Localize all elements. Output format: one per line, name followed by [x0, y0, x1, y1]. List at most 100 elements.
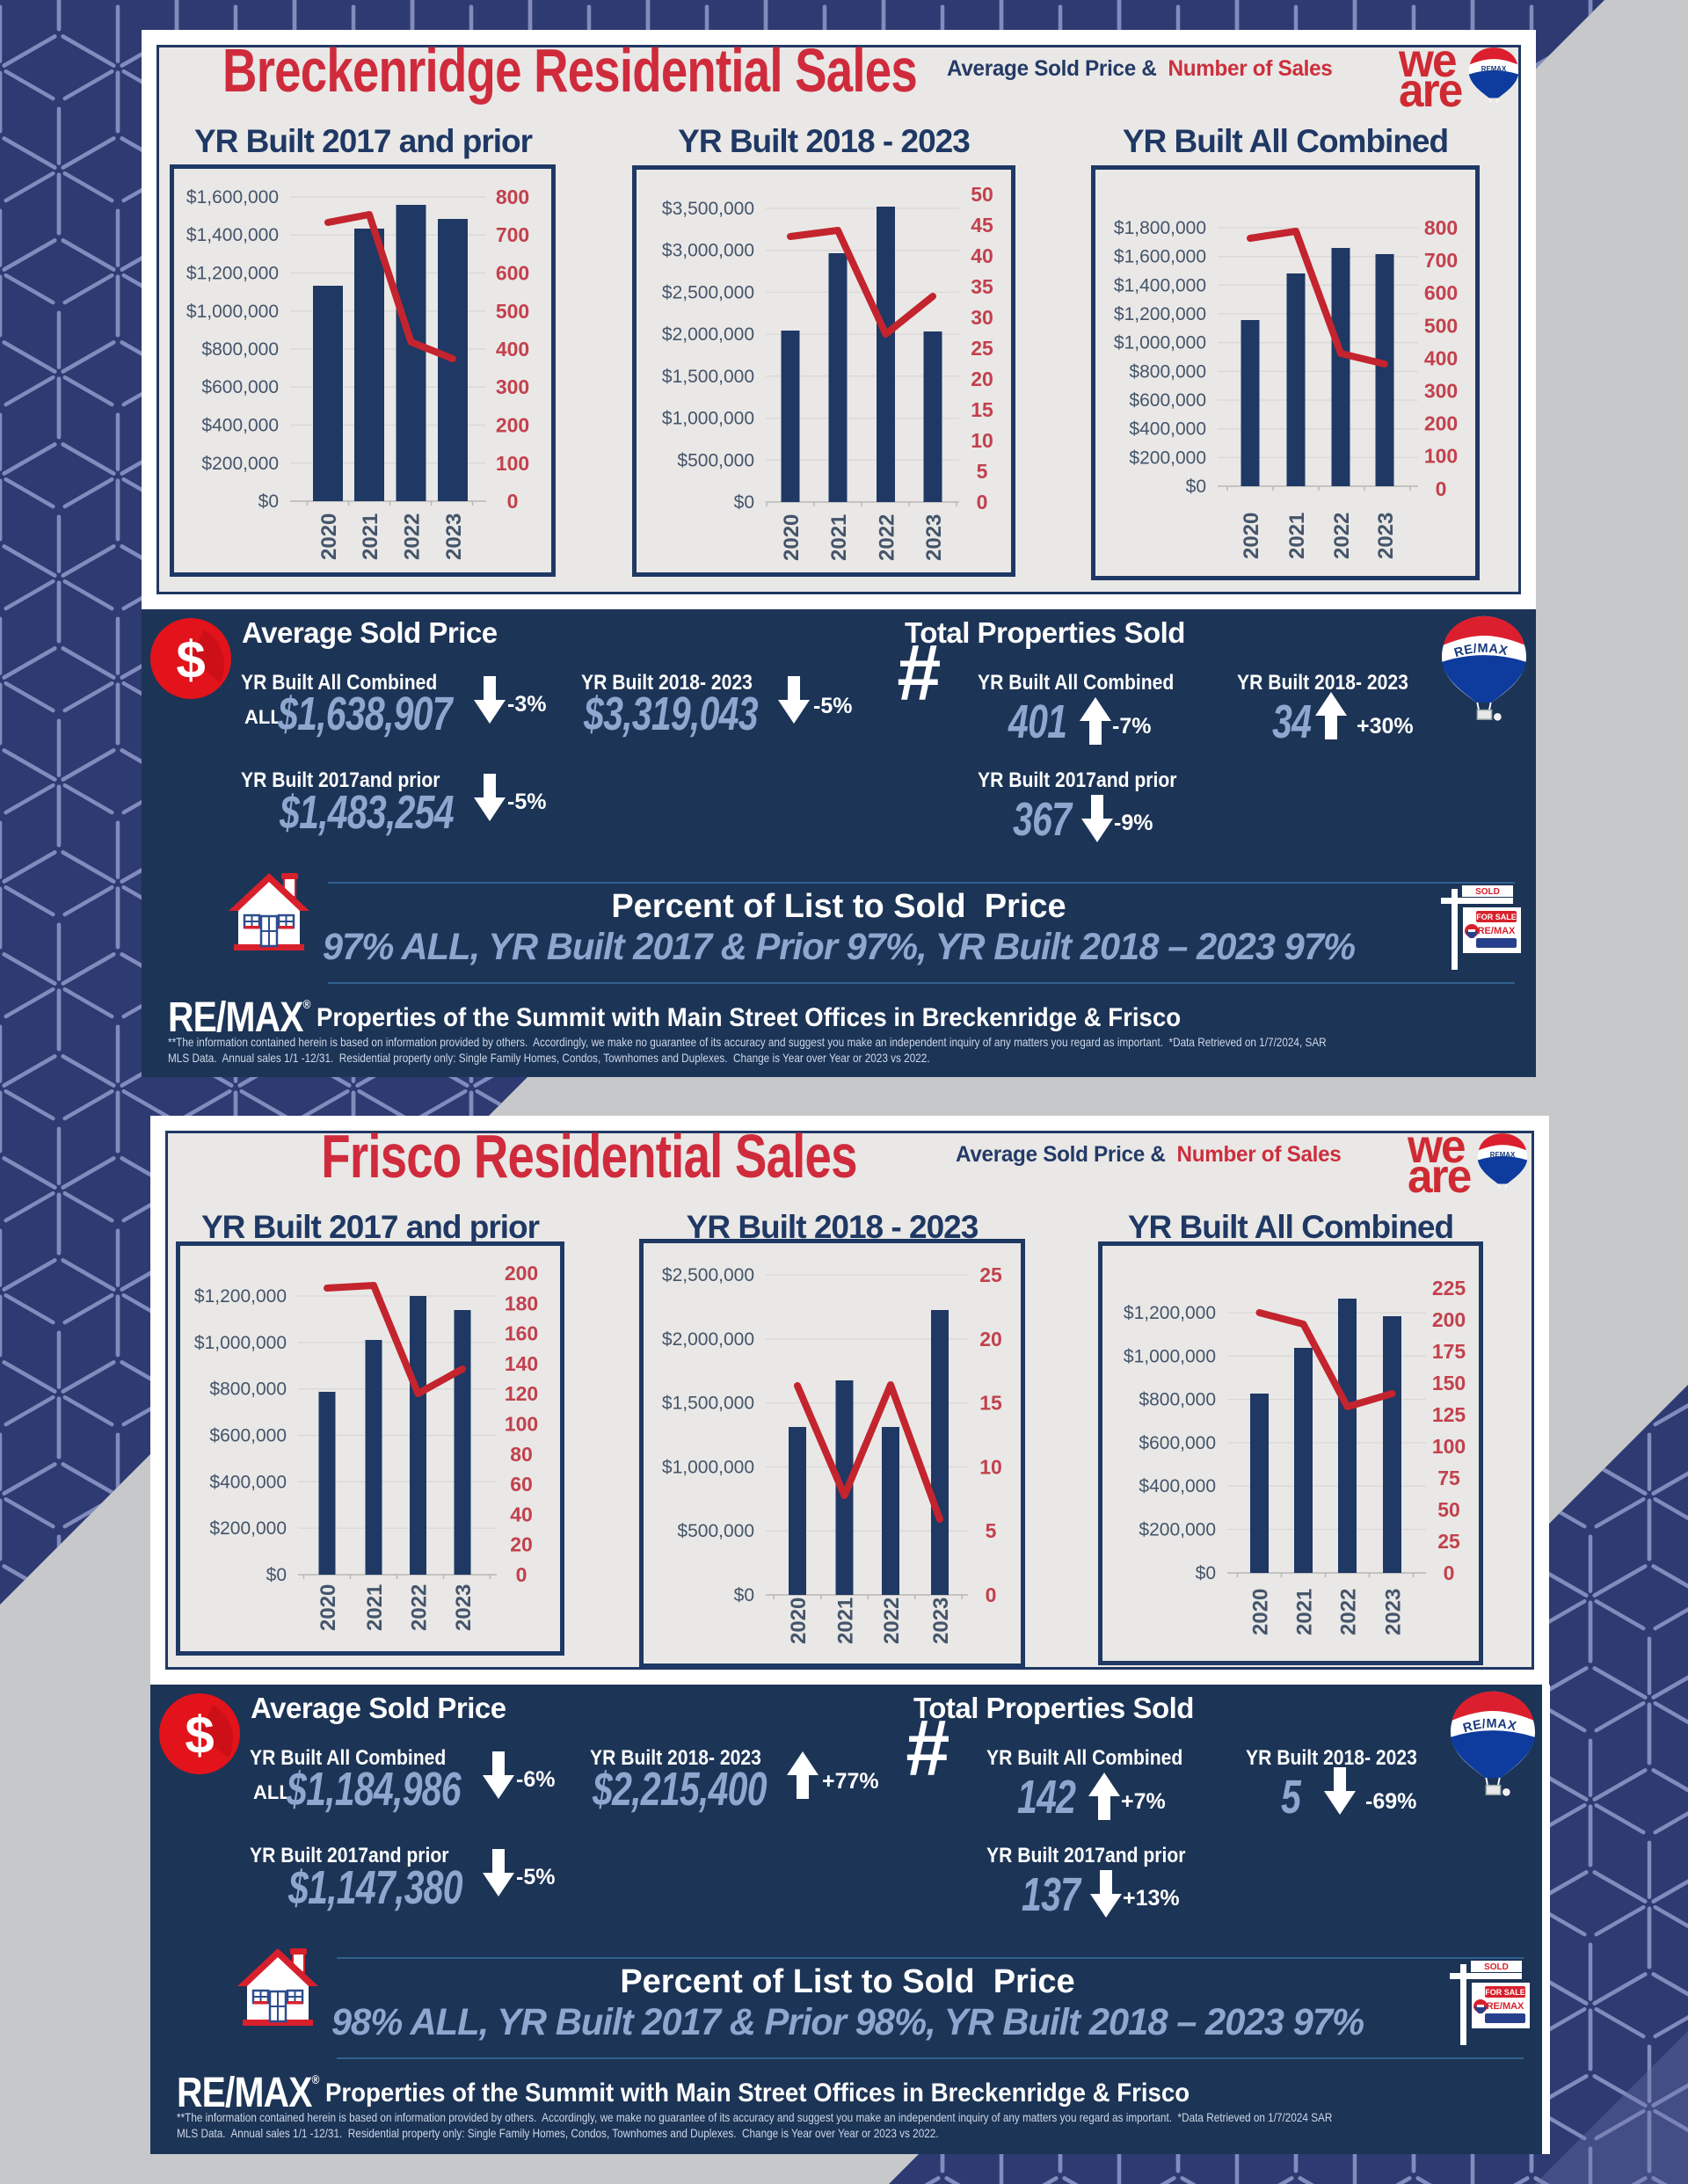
svg-text:$600,000: $600,000 [1129, 390, 1206, 411]
svg-text:$2,500,000: $2,500,000 [662, 282, 754, 302]
svg-text:2023: 2023 [929, 1598, 953, 1644]
svg-text:$1,000,000: $1,000,000 [186, 302, 279, 322]
svg-text:800: 800 [496, 186, 529, 208]
svg-text:$1,200,000: $1,200,000 [1124, 1303, 1216, 1323]
svg-text:700: 700 [496, 223, 529, 246]
svg-text:400: 400 [1424, 346, 1458, 369]
svg-text:50: 50 [971, 183, 993, 206]
svg-text:$1,500,000: $1,500,000 [662, 1394, 754, 1414]
svg-text:2022: 2022 [408, 1584, 432, 1631]
svg-text:$0: $0 [734, 1585, 754, 1605]
svg-text:600: 600 [496, 262, 529, 285]
svg-text:200: 200 [1424, 412, 1458, 435]
svg-text:RE/MAX: RE/MAX [1478, 926, 1516, 936]
svg-text:40: 40 [971, 244, 993, 267]
svg-text:$800,000: $800,000 [1129, 361, 1206, 382]
svg-text:600: 600 [1424, 281, 1458, 304]
svg-text:2022: 2022 [876, 514, 899, 561]
svg-text:REMAX: REMAX [1490, 1151, 1516, 1159]
svg-text:$: $ [176, 630, 205, 689]
svg-text:300: 300 [496, 375, 529, 398]
svg-text:160: 160 [505, 1322, 538, 1345]
svg-text:15: 15 [971, 398, 993, 421]
svg-text:20: 20 [510, 1533, 533, 1556]
svg-text:180: 180 [505, 1292, 538, 1314]
svg-text:SOLD: SOLD [1484, 1962, 1509, 1972]
svg-text:2021: 2021 [359, 513, 382, 560]
svg-text:200: 200 [496, 414, 529, 437]
svg-text:500: 500 [496, 300, 529, 323]
svg-text:$400,000: $400,000 [201, 416, 279, 436]
svg-text:25: 25 [971, 337, 993, 360]
svg-text:2022: 2022 [1337, 1589, 1361, 1635]
svg-text:125: 125 [1432, 1403, 1466, 1426]
svg-text:45: 45 [971, 214, 993, 237]
svg-text:2021: 2021 [827, 514, 851, 561]
svg-text:$200,000: $200,000 [209, 1518, 287, 1539]
svg-text:2021: 2021 [834, 1598, 858, 1644]
svg-text:120: 120 [505, 1382, 538, 1405]
svg-text:800: 800 [1424, 216, 1458, 239]
svg-text:30: 30 [971, 306, 993, 329]
svg-text:$1,000,000: $1,000,000 [1124, 1346, 1216, 1366]
svg-text:$1,000,000: $1,000,000 [662, 409, 754, 429]
svg-text:35: 35 [971, 275, 993, 298]
svg-text:2023: 2023 [1374, 513, 1398, 559]
svg-text:20: 20 [979, 1328, 1002, 1350]
svg-text:0: 0 [1436, 477, 1447, 500]
svg-text:$1,800,000: $1,800,000 [1114, 218, 1206, 238]
svg-text:500: 500 [1424, 314, 1458, 337]
svg-text:700: 700 [1424, 249, 1458, 272]
svg-text:$400,000: $400,000 [1139, 1476, 1216, 1496]
svg-text:$800,000: $800,000 [209, 1380, 287, 1400]
svg-text:2023: 2023 [1382, 1589, 1406, 1635]
svg-text:2020: 2020 [316, 1584, 340, 1631]
svg-text:RE/MAX: RE/MAX [1461, 1717, 1517, 1736]
svg-text:2022: 2022 [401, 513, 425, 560]
svg-text:$1,400,000: $1,400,000 [1114, 275, 1206, 295]
svg-text:$600,000: $600,000 [1139, 1433, 1216, 1453]
svg-text:2022: 2022 [1330, 513, 1354, 559]
svg-text:$1,200,000: $1,200,000 [186, 264, 279, 284]
svg-text:80: 80 [510, 1443, 533, 1466]
svg-text:0: 0 [1444, 1562, 1455, 1584]
svg-text:175: 175 [1432, 1340, 1466, 1363]
svg-text:$1,200,000: $1,200,000 [194, 1286, 287, 1307]
svg-text:$200,000: $200,000 [1139, 1520, 1216, 1540]
svg-text:$2,000,000: $2,000,000 [662, 324, 754, 345]
svg-text:$3,000,000: $3,000,000 [662, 241, 754, 261]
svg-text:60: 60 [510, 1473, 533, 1496]
svg-text:$1,200,000: $1,200,000 [1114, 304, 1206, 324]
svg-text:0: 0 [977, 491, 988, 513]
svg-text:5: 5 [977, 460, 988, 483]
svg-text:100: 100 [505, 1413, 538, 1436]
svg-text:FOR SALE: FOR SALE [1476, 913, 1517, 921]
svg-text:$: $ [185, 1706, 214, 1765]
svg-text:2021: 2021 [1285, 513, 1309, 559]
svg-text:$1,500,000: $1,500,000 [662, 367, 754, 387]
svg-text:$0: $0 [266, 1565, 287, 1585]
svg-text:100: 100 [496, 452, 529, 475]
svg-text:200: 200 [1432, 1308, 1466, 1331]
svg-text:$1,400,000: $1,400,000 [186, 225, 279, 245]
svg-text:SOLD: SOLD [1475, 887, 1500, 897]
svg-text:$1,600,000: $1,600,000 [186, 187, 279, 207]
svg-text:2021: 2021 [363, 1584, 387, 1631]
svg-text:$1,600,000: $1,600,000 [1114, 247, 1206, 267]
svg-text:$2,000,000: $2,000,000 [662, 1329, 754, 1350]
svg-text:$500,000: $500,000 [677, 450, 754, 470]
svg-text:$3,500,000: $3,500,000 [662, 199, 754, 219]
svg-text:$400,000: $400,000 [1129, 419, 1206, 440]
svg-text:400: 400 [496, 338, 529, 360]
svg-text:5: 5 [986, 1519, 997, 1542]
svg-text:2023: 2023 [452, 1584, 476, 1631]
svg-text:0: 0 [516, 1563, 528, 1586]
svg-text:300: 300 [1424, 380, 1458, 403]
svg-text:200: 200 [505, 1262, 538, 1285]
svg-text:RE/MAX: RE/MAX [1452, 642, 1509, 660]
svg-text:$0: $0 [734, 492, 754, 513]
svg-text:50: 50 [1437, 1498, 1460, 1521]
svg-text:10: 10 [979, 1455, 1002, 1478]
svg-text:RE/MAX: RE/MAX [1487, 2001, 1524, 2012]
svg-text:$800,000: $800,000 [1139, 1390, 1216, 1410]
